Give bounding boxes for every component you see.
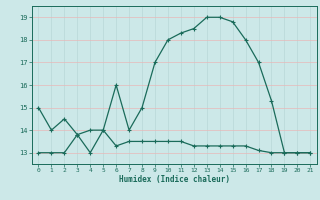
X-axis label: Humidex (Indice chaleur): Humidex (Indice chaleur) bbox=[119, 175, 230, 184]
